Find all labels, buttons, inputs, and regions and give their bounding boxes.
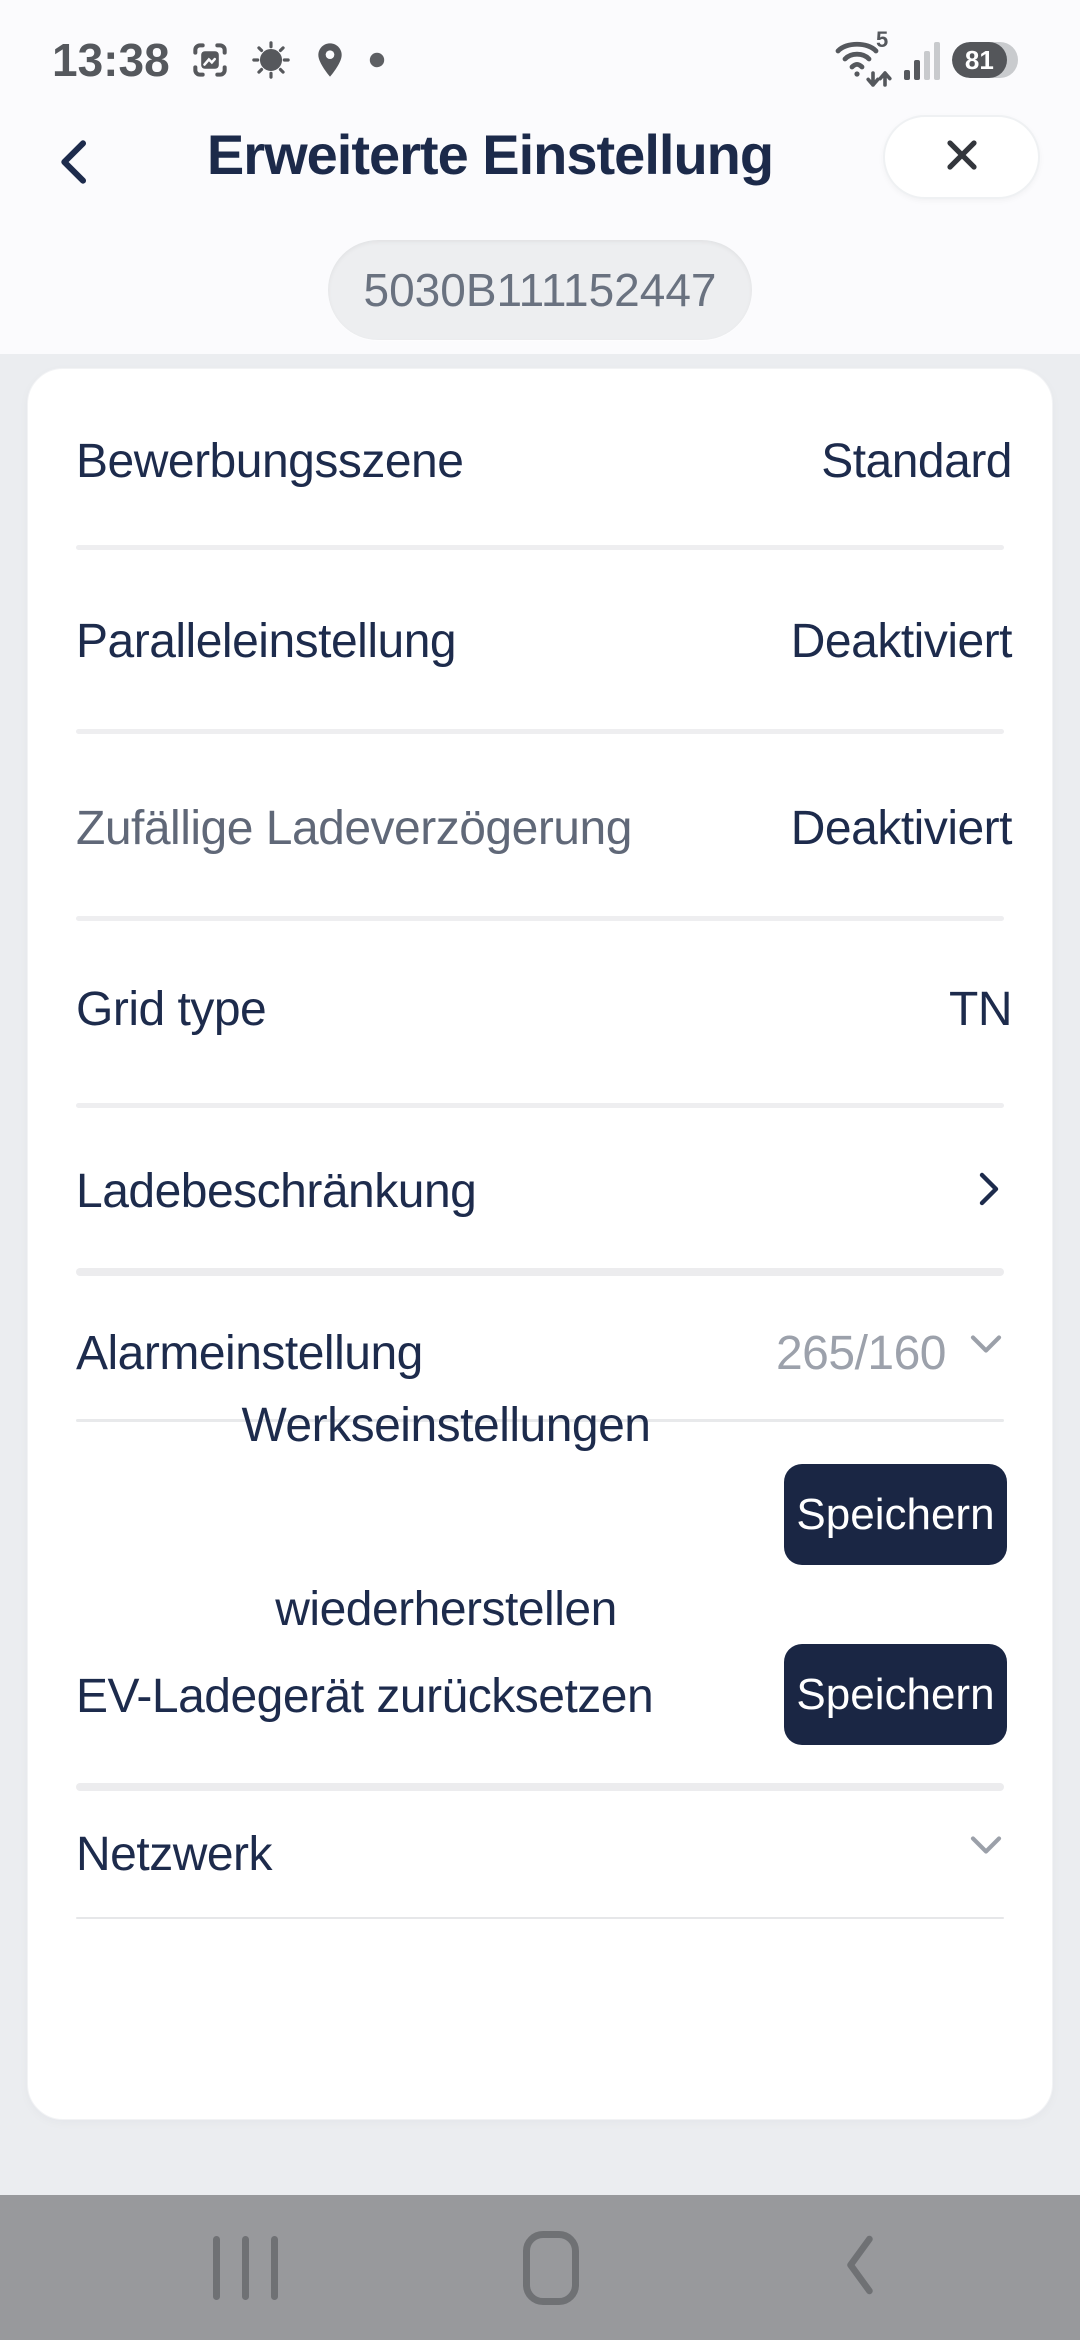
chevron-right-icon [964, 1165, 1012, 1218]
header: Erweiterte Einstellung [0, 110, 1080, 220]
ev-reset-save-button[interactable]: Speichern [784, 1644, 1007, 1745]
home-button[interactable] [491, 2195, 611, 2340]
device-serial-chip[interactable]: 5030B111152447 [328, 240, 752, 340]
brightness-icon [250, 39, 292, 81]
signal-bars-icon [904, 40, 940, 80]
device-serial: 5030B111152447 [363, 264, 717, 316]
setting-row-paralleleinstellung[interactable]: Paralleleinstellung Deaktiviert [76, 571, 1013, 711]
setting-row-ladebeschraenkung[interactable]: Ladebeschränkung [76, 1121, 1012, 1261]
chevron-left-icon [48, 134, 104, 195]
page-title: Erweiterte Einstellung [206, 123, 774, 186]
back-button[interactable] [40, 128, 112, 200]
factory-reset-label-line2: wiederherstellen [275, 1582, 617, 1636]
setting-label: Ladebeschränkung [76, 1164, 477, 1218]
setting-label: Alarmeinstellung [76, 1326, 423, 1380]
setting-value: Standard [821, 434, 1012, 488]
setting-value: TN [949, 982, 1012, 1036]
close-button[interactable] [883, 115, 1040, 199]
chevron-down-icon [960, 1318, 1012, 1375]
setting-value: Deaktiviert [790, 614, 1013, 668]
divider-thin [76, 1419, 1004, 1422]
divider-thick [76, 1268, 1004, 1276]
android-nav-bar [0, 2195, 1080, 2340]
setting-label: Bewerbungsszene [76, 434, 464, 488]
nav-back-button[interactable] [800, 2195, 920, 2340]
factory-reset-label-line1: Werkseinstellungen [241, 1398, 651, 1452]
setting-value: Deaktiviert [790, 801, 1013, 855]
recents-icon [212, 2235, 278, 2300]
battery-indicator: 81 [952, 42, 1018, 78]
divider-light [76, 1917, 1004, 1919]
status-bar: 13:38 [0, 18, 1080, 102]
recents-button[interactable] [185, 2195, 305, 2340]
notification-dot-icon [368, 51, 386, 69]
setting-row-alarmeinstellung[interactable]: Alarmeinstellung 265/160 [76, 1283, 1012, 1423]
battery-percent: 81 [964, 44, 994, 75]
setting-row-bewerbungsszene[interactable]: Bewerbungsszene Standard [76, 391, 1012, 531]
home-icon [523, 2230, 579, 2305]
battery-fill [952, 42, 1007, 78]
divider [76, 916, 1004, 921]
settings-card: Bewerbungsszene Standard Paralleleinstel… [27, 368, 1053, 2120]
setting-row-netzwerk[interactable]: Netzwerk [76, 1784, 1012, 1924]
setting-label: Grid type [76, 982, 267, 1036]
svg-text:5: 5 [876, 29, 888, 52]
setting-label: Zufällige Ladeverzögerung [76, 801, 632, 855]
setting-label: Paralleleinstellung [76, 614, 457, 668]
divider [76, 545, 1004, 550]
chevron-down-icon [960, 1819, 1012, 1876]
ev-reset-label: EV-Ladegerät zurücksetzen [76, 1669, 654, 1723]
setting-row-zufaellige-ladeverzoegerung[interactable]: Zufällige Ladeverzögerung Deaktiviert [76, 758, 1013, 898]
close-icon [938, 131, 986, 184]
location-icon [310, 40, 350, 80]
divider [76, 729, 1004, 734]
setting-value: 265/160 [775, 1326, 947, 1380]
clock: 13:38 [52, 34, 170, 86]
back-icon [836, 2232, 884, 2303]
divider-thick [76, 1783, 1004, 1791]
divider [76, 1103, 1004, 1108]
factory-reset-save-button[interactable]: Speichern [784, 1464, 1007, 1565]
setting-label: Netzwerk [76, 1827, 273, 1881]
screenshot-icon [188, 38, 232, 82]
wifi-icon: 5 [834, 27, 892, 91]
setting-row-grid-type[interactable]: Grid type TN [76, 939, 1012, 1079]
